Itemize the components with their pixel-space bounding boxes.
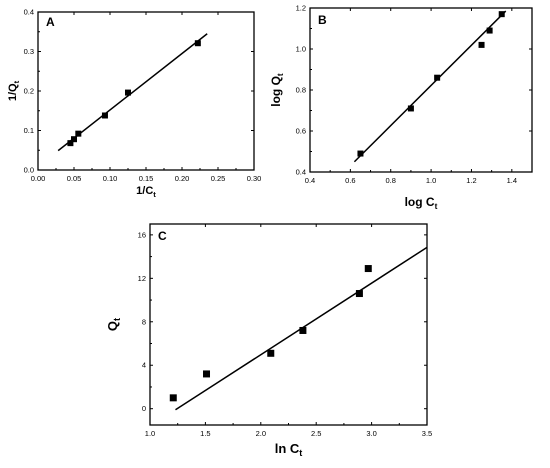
x-tick-label: 3.5 [422, 429, 432, 438]
x-axis-label: log Ct [405, 195, 438, 211]
plot-frame [37, 11, 255, 171]
x-tick-label: 0.30 [247, 174, 262, 183]
x-tick-label: 2.0 [256, 429, 266, 438]
y-tick-label: 0.2 [24, 87, 34, 96]
panel-c-chart: 1.0 1.5 2.0 2.5 3.0 3.5 0 4 8 12 16 Cln Ct Qt [105, 223, 432, 458]
x-axis-label: ln Ct [275, 441, 303, 458]
x-tick-label: 1.0 [426, 176, 436, 185]
x-tick-label: 0.05 [67, 174, 82, 183]
x-axis-label: 1/Ct [136, 185, 156, 199]
y-tick-label: 0.8 [296, 86, 306, 95]
data-point [67, 140, 74, 147]
data-point [203, 370, 211, 378]
x-tick-label: 0.6 [345, 176, 355, 185]
y-tick-label: 8 [142, 317, 146, 326]
y-axis-label: Qt [105, 318, 122, 331]
x-tick-label: 0.4 [305, 176, 315, 185]
panel-letter-c: C [158, 229, 167, 243]
x-tick-label: 1.4 [507, 176, 517, 185]
fit-line [57, 33, 208, 152]
y-tick-label: 0.3 [24, 47, 34, 56]
y-tick-label: 0.4 [24, 8, 34, 17]
panel-letter-b: B [318, 13, 327, 27]
plot-frame [149, 223, 428, 426]
plot-frame [309, 7, 533, 173]
x-tick-label: 0.15 [139, 174, 154, 183]
y-tick-label: 1.0 [296, 45, 306, 54]
y-axis-label: 1/Qt [7, 80, 21, 101]
fit-line [353, 10, 507, 163]
y-tick-label: 12 [138, 274, 146, 283]
x-tick-label: 0.10 [103, 174, 118, 183]
panel-a-chart: 0.00 0.05 0.10 0.15 0.20 0.25 0.30 0.0 0.1 0.2 0.3… [7, 8, 261, 200]
x-tick-label: 1.0 [145, 429, 155, 438]
y-axis-label: log Qt [269, 73, 285, 107]
y-tick-label: 0.4 [296, 168, 306, 177]
data-point [169, 394, 177, 402]
x-tick-label: 0.8 [386, 176, 396, 185]
data-point [498, 11, 505, 18]
x-tick-label: 3.0 [366, 429, 376, 438]
x-tick-label: 0.00 [31, 174, 46, 183]
data-point [299, 326, 307, 334]
data-point [71, 136, 77, 143]
data-point [364, 265, 372, 273]
y-tick-label: 4 [142, 361, 146, 370]
x-tick-label: 1.2 [466, 176, 476, 185]
y-tick-label: 0.6 [296, 127, 306, 136]
data-point [407, 105, 414, 112]
y-tick-label: 0.0 [24, 166, 34, 175]
data-point [101, 112, 108, 119]
data-point [357, 150, 364, 157]
x-tick-label: 1.5 [200, 429, 210, 438]
data-point [434, 74, 441, 81]
data-point [486, 27, 493, 34]
y-tick-label: 1.2 [296, 4, 306, 13]
x-tick-label: 0.20 [175, 174, 190, 183]
data-point [194, 40, 201, 47]
y-tick-label: 16 [138, 230, 146, 239]
y-tick-label: 0.1 [24, 126, 34, 135]
data-point [478, 41, 485, 48]
x-tick-label: 2.5 [311, 429, 321, 438]
data-point [267, 349, 275, 357]
data-point [125, 89, 131, 96]
y-tick-label: 0 [142, 404, 146, 413]
x-tick-label: 0.25 [211, 174, 226, 183]
data-point [355, 290, 363, 298]
panel-letter-a: A [46, 15, 55, 29]
data-point [75, 130, 82, 137]
